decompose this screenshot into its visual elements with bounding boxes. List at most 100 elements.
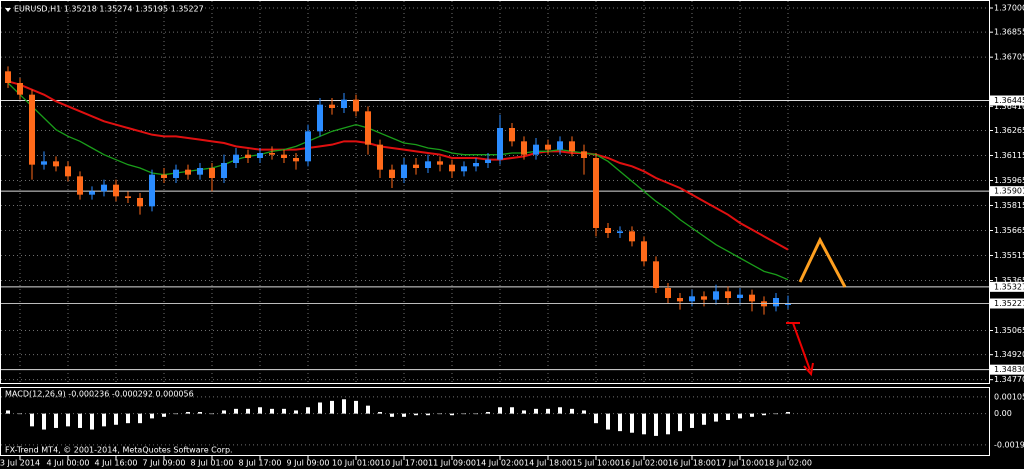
candle-body xyxy=(629,231,635,242)
candle-body xyxy=(17,83,23,95)
macd-bar xyxy=(570,408,574,414)
macd-bar xyxy=(162,413,166,417)
candle-body xyxy=(329,104,335,108)
candle-body xyxy=(437,161,443,165)
indicator-line xyxy=(7,80,789,251)
level-label: 1.34830 xyxy=(994,365,1024,374)
macd-bar xyxy=(450,413,454,416)
x-tick-label: 9 Jul 09:00 xyxy=(287,459,330,468)
candle-body xyxy=(209,168,215,178)
macd-bar xyxy=(114,413,118,425)
macd-title: MACD(12,26,9) -0.000236 -0.000292 0.0000… xyxy=(5,390,194,399)
footer: FX-Trend MT4, © 2001-2014, MetaQuotes So… xyxy=(5,446,233,455)
level-label-box xyxy=(990,281,1024,292)
macd-bar xyxy=(198,412,202,414)
current-price-box xyxy=(990,298,1024,309)
candle-body xyxy=(701,296,707,300)
y-tick-label: 1.36115 xyxy=(994,151,1024,160)
x-tick-label: 15 Jul 10:00 xyxy=(572,459,620,468)
candle-body xyxy=(29,94,35,165)
x-tick-label: 11 Jul 09:00 xyxy=(428,459,476,468)
y-tick-label: 1.35065 xyxy=(994,326,1024,335)
candle-body xyxy=(161,174,167,178)
candle-body xyxy=(677,298,683,302)
macd-bar xyxy=(78,413,82,428)
macd-bar xyxy=(582,410,586,414)
candle-body xyxy=(425,161,431,168)
macd-bar xyxy=(42,413,46,430)
x-tick-label: 14 Jul 18:00 xyxy=(524,459,572,468)
candle-body xyxy=(521,141,527,155)
macd-frame xyxy=(0,387,990,456)
x-tick-label: 16 Jul 18:00 xyxy=(668,459,716,468)
y-tick-label: 1.35815 xyxy=(994,201,1024,210)
macd-bar xyxy=(174,413,178,415)
main-frame xyxy=(0,0,990,384)
macd-bar xyxy=(522,410,526,414)
candle-body xyxy=(509,128,515,142)
level-label-box xyxy=(990,186,1024,197)
macd-bar xyxy=(342,399,346,414)
menu-triangle[interactable] xyxy=(5,8,11,12)
macd-bar xyxy=(390,413,394,417)
candle-body xyxy=(245,154,251,158)
candle-body xyxy=(557,141,563,150)
candle-body xyxy=(689,296,695,302)
macd-bar xyxy=(258,407,262,414)
x-tick-label: 8 Jul 17:00 xyxy=(239,459,282,468)
y-tick-label: 1.36265 xyxy=(994,126,1024,135)
candle-body xyxy=(149,174,155,207)
x-tick-label: 10 Jul 01:00 xyxy=(332,459,380,468)
candle-body xyxy=(473,163,479,167)
x-tick-label: 4 Jul 16:00 xyxy=(95,459,138,468)
x-tick-label: 7 Jul 09:00 xyxy=(143,459,186,468)
y-tick-label: 1.36855 xyxy=(994,28,1024,37)
y-tick-label: 1.34920 xyxy=(994,350,1024,359)
candle-body xyxy=(485,159,491,163)
macd-bar xyxy=(150,413,154,419)
y-tick-label: 1.37000 xyxy=(994,4,1024,13)
current-price-label: 1.35227 xyxy=(994,299,1024,308)
macd-bar xyxy=(642,413,646,435)
x-tick-label: 10 Jul 17:00 xyxy=(380,459,428,468)
macd-bar xyxy=(630,413,634,433)
candle-body xyxy=(545,144,551,150)
y-tick-label: 1.35965 xyxy=(994,176,1024,185)
candle-body xyxy=(533,144,539,155)
macd-bar xyxy=(102,413,106,427)
macd-bar xyxy=(402,413,406,417)
candle-body xyxy=(581,151,587,158)
macd-bar xyxy=(138,413,142,424)
candle-body xyxy=(749,294,755,302)
macd-bar xyxy=(558,407,562,414)
candle-body xyxy=(281,154,287,158)
macd-bar xyxy=(90,413,94,430)
candle-body xyxy=(773,298,779,307)
y-tick-label: -0.00196 xyxy=(994,440,1024,449)
macd-bar xyxy=(750,413,754,417)
macd-bar xyxy=(246,408,250,414)
candle-body xyxy=(89,191,95,195)
level-label: 1.36445 xyxy=(994,96,1024,105)
macd-bar xyxy=(426,413,430,416)
candle-body xyxy=(77,176,83,195)
candle-body xyxy=(497,128,503,160)
macd-bar xyxy=(222,410,226,414)
x-tick-label: 3 Jul 2014 xyxy=(0,459,40,468)
candle-body xyxy=(713,291,719,300)
macd-bar xyxy=(474,413,478,415)
candle-body xyxy=(401,164,407,178)
macd-bar xyxy=(738,413,742,419)
macd-bar xyxy=(210,413,214,415)
y-tick-label: 1.34770 xyxy=(994,375,1024,384)
macd-bar xyxy=(762,413,766,416)
candle-body xyxy=(449,164,455,172)
candle-body xyxy=(197,168,203,175)
macd-bar xyxy=(234,408,238,414)
candle-body xyxy=(569,141,575,152)
macd-bar xyxy=(786,412,790,414)
x-tick-label: 8 Jul 01:00 xyxy=(191,459,234,468)
drawn-arrow xyxy=(786,322,814,377)
candle-body xyxy=(173,169,179,178)
